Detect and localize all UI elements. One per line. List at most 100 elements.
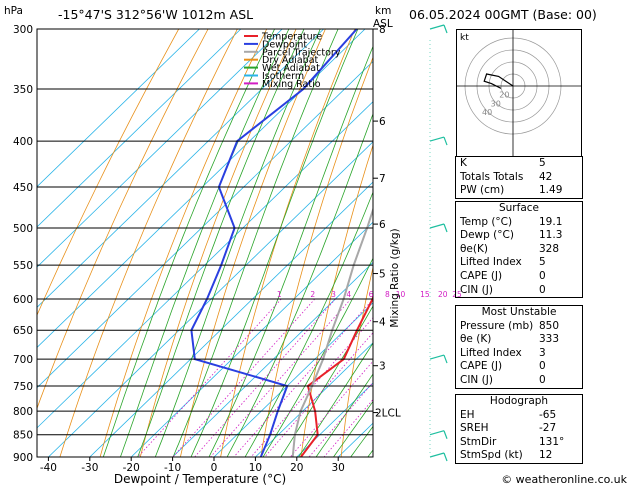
mixing-ratio-label: 1 (277, 290, 282, 299)
pressure-tick-label: 350 (13, 84, 33, 96)
wind-barb-flag (443, 452, 448, 462)
x-tick-label: -10 (164, 462, 181, 474)
wind-barb-flag (443, 354, 448, 364)
height-tick-label: 2LCL (375, 408, 401, 420)
hodograph-ring-label: 30 (491, 99, 501, 108)
isotherm-line (37, 29, 366, 349)
table-row: Lifted Index 3 (460, 346, 546, 359)
pressure-tick-label: 700 (13, 354, 33, 366)
pressure-tick-label: 850 (13, 430, 33, 442)
dry-adiabat-line (579, 29, 619, 457)
hodograph-ring-label: 20 (499, 91, 509, 100)
isotherm-line (37, 29, 324, 308)
wind-barb (429, 452, 445, 458)
height-tick-label: 6 (379, 219, 386, 231)
dry-adiabat-line (220, 29, 356, 457)
table-row: SREH -27 (460, 422, 557, 435)
wind-barb (429, 136, 445, 142)
legend-label: Wet Adiabat (262, 63, 320, 74)
isotherm-line (37, 29, 200, 188)
mixing-ratio-label: 2 (310, 290, 315, 299)
height-tick-label: 5 (379, 269, 386, 281)
table-row: CAPE (J) 0 (460, 269, 546, 282)
dry-adiabat-line (59, 29, 238, 457)
x-tick-label: 20 (290, 462, 303, 474)
table-row: PW (cm) 1.49 (460, 184, 563, 197)
legend-label: Dry Adiabat (262, 55, 319, 66)
hodograph-ring-label: 40 (482, 108, 492, 117)
x-tick-label: -20 (123, 462, 140, 474)
x-tick-label: 10 (249, 462, 262, 474)
parcel-trajectory-profile (291, 206, 373, 457)
mixing-ratio-line (233, 298, 373, 457)
x-tick-label: 30 (332, 462, 345, 474)
wet-adiabat-line (120, 29, 290, 457)
table-row: EH -65 (460, 408, 557, 421)
wet-adiabat-line (262, 257, 373, 457)
pressure-tick-label: 400 (13, 136, 33, 148)
km-label: km (375, 5, 391, 17)
wind-barb (429, 24, 445, 30)
x-tick-label: 0 (211, 462, 218, 474)
mixing-ratio-line (210, 298, 352, 457)
pressure-tick-label: 550 (13, 260, 33, 272)
legend-label: Isotherm (262, 71, 304, 82)
wet-adiabat-line (102, 29, 275, 457)
hodograph-trace (483, 73, 514, 89)
height-tick-label: 4 (379, 317, 386, 329)
wind-barb (429, 223, 445, 229)
x-tick-label: -40 (40, 462, 57, 474)
mixing-ratio-label: 10 (396, 290, 406, 299)
table-row: Temp (°C) 19.1 (460, 215, 563, 228)
height-tick-label: 6 (379, 116, 386, 128)
isotherm-line (37, 29, 283, 268)
isotherm-line (48, 141, 373, 457)
wind-barb-flag (443, 24, 448, 34)
table-row: CIN (J) 0 (460, 283, 546, 296)
table-row: Totals Totals 42 (460, 170, 553, 183)
most-unstable-table: Most Unstable Pressure (mb) 850 θe (K) 333… (455, 305, 583, 389)
x-tick-label: -30 (81, 462, 98, 474)
mixing-ratio-axis-label: Mixing Ratio (g/kg) (389, 228, 401, 327)
dry-adiabat-line (616, 29, 629, 457)
height-tick-label: 7 (379, 173, 386, 185)
table-row: StmDir 131° (460, 435, 565, 448)
surface-title: Surface (498, 202, 539, 214)
legend-label: Mixing Ratio (262, 79, 321, 90)
pressure-tick-label: 800 (13, 406, 33, 418)
dry-adiabat-line (260, 56, 373, 457)
isotherm-line (37, 101, 373, 429)
hodograph-table: Hodograph EH -65 SREH -27 StmDir 131° StmSp… (455, 394, 583, 464)
mixing-ratio-label: 6 (369, 290, 374, 299)
mixing-ratio-label: 15 (420, 290, 430, 299)
location-title: -15°47'S 312°56'W 1012m ASL (58, 7, 253, 22)
pressure-tick-label: 300 (13, 24, 33, 36)
legend-label: Temperature (261, 32, 322, 43)
isotherm-line (37, 29, 242, 228)
pressure-tick-label: 750 (13, 381, 33, 393)
legend-label: Dewpoint (262, 39, 307, 50)
mixing-ratio-label: 25 (452, 290, 462, 299)
pressure-tick-label: 900 (13, 452, 33, 464)
wind-barb (429, 354, 445, 360)
isotherm-line (37, 60, 373, 389)
hodograph-title: Hodograph (489, 395, 549, 407)
wind-barb-flag (443, 430, 448, 439)
wet-adiabat-line (137, 29, 305, 457)
hpa-label: hPa (4, 5, 23, 17)
mixing-ratio-label: 8 (385, 290, 390, 299)
pressure-tick-label: 650 (13, 325, 33, 337)
wind-barb-flag (443, 223, 448, 233)
table-row: θe (K) 333 (460, 333, 560, 346)
table-row: Dewp (°C) 11.3 (460, 229, 563, 242)
datetime-title: 06.05.2024 00GMT (Base: 00) (409, 7, 597, 22)
table-row: θe(K) 328 (460, 242, 560, 255)
wind-barb-flag (443, 136, 448, 146)
wind-barb (429, 430, 445, 436)
mixing-ratio-label: 3 (331, 290, 336, 299)
surface-table: Surface Temp (°C) 19.1 Dewp (°C) 11.3 θe(K… (455, 201, 583, 299)
pressure-tick-label: 500 (13, 223, 33, 235)
